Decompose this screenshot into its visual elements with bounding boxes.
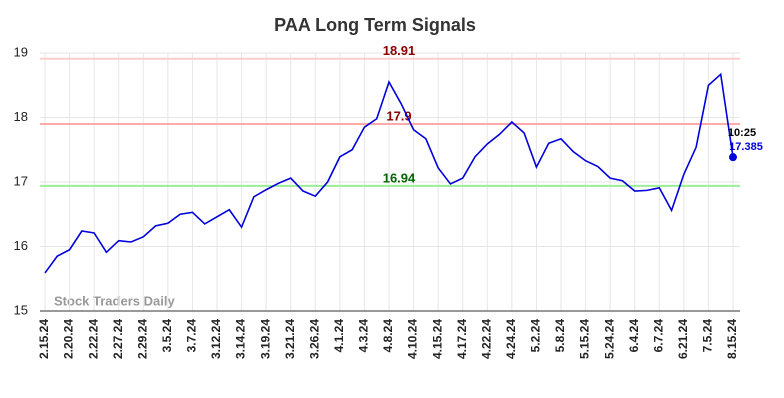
x-tick-label: 4.8.24 <box>381 319 395 353</box>
x-tick-label: 4.17.24 <box>455 319 469 359</box>
x-tick-label: 6.7.24 <box>651 319 665 353</box>
x-tick-label: 5.8.24 <box>553 319 567 353</box>
watermark: Stock Traders Daily <box>54 293 175 308</box>
y-tick-label: 17 <box>14 173 28 188</box>
y-tick-label: 16 <box>14 238 28 253</box>
x-tick-label: 5.24.24 <box>602 319 616 359</box>
price-line <box>44 72 734 274</box>
x-tick-label: 3.19.24 <box>258 319 272 359</box>
x-tick-label: 2.27.24 <box>111 319 125 359</box>
signal-label: 16.94 <box>383 170 416 185</box>
x-tick-label: 4.1.24 <box>332 319 346 353</box>
x-tick-label: 3.26.24 <box>307 319 321 359</box>
x-tick-label: 5.15.24 <box>578 319 592 359</box>
x-tick-label: 2.29.24 <box>135 319 149 359</box>
x-tick-label: 4.24.24 <box>504 319 518 359</box>
x-tick-label: 3.14.24 <box>234 319 248 359</box>
x-tick-label: 4.3.24 <box>357 319 371 353</box>
x-tick-label: 2.15.24 <box>37 319 51 359</box>
x-tick-label: 4.22.24 <box>479 319 493 359</box>
last-time: 10:25 <box>728 127 756 139</box>
x-tick-label: 4.15.24 <box>430 319 444 359</box>
x-tick-label: 4.10.24 <box>406 319 420 359</box>
x-tick-label: 5.2.24 <box>529 319 543 353</box>
x-tick-label: 2.22.24 <box>86 319 100 359</box>
chart-title: PAA Long Term Signals <box>274 15 476 35</box>
y-tick-label: 18 <box>14 109 28 124</box>
x-tick-label: 6.21.24 <box>676 319 690 359</box>
x-tick-label: 2.20.24 <box>62 319 76 359</box>
signal-label: 17.9 <box>386 108 411 123</box>
last-value: 17.385 <box>729 141 763 153</box>
x-tick-label: 3.7.24 <box>185 319 199 353</box>
x-tick-label: 8.15.24 <box>725 319 739 359</box>
x-tick-label: 3.12.24 <box>209 319 223 359</box>
x-tick-label: 7.5.24 <box>701 319 715 353</box>
y-tick-label: 15 <box>14 302 28 317</box>
y-tick-label: 19 <box>14 44 28 59</box>
last-point <box>729 153 737 162</box>
x-tick-label: 3.5.24 <box>160 319 174 353</box>
x-tick-label: 6.4.24 <box>627 319 641 353</box>
signal-label: 18.91 <box>383 43 416 58</box>
x-tick-label: 3.21.24 <box>283 319 297 359</box>
